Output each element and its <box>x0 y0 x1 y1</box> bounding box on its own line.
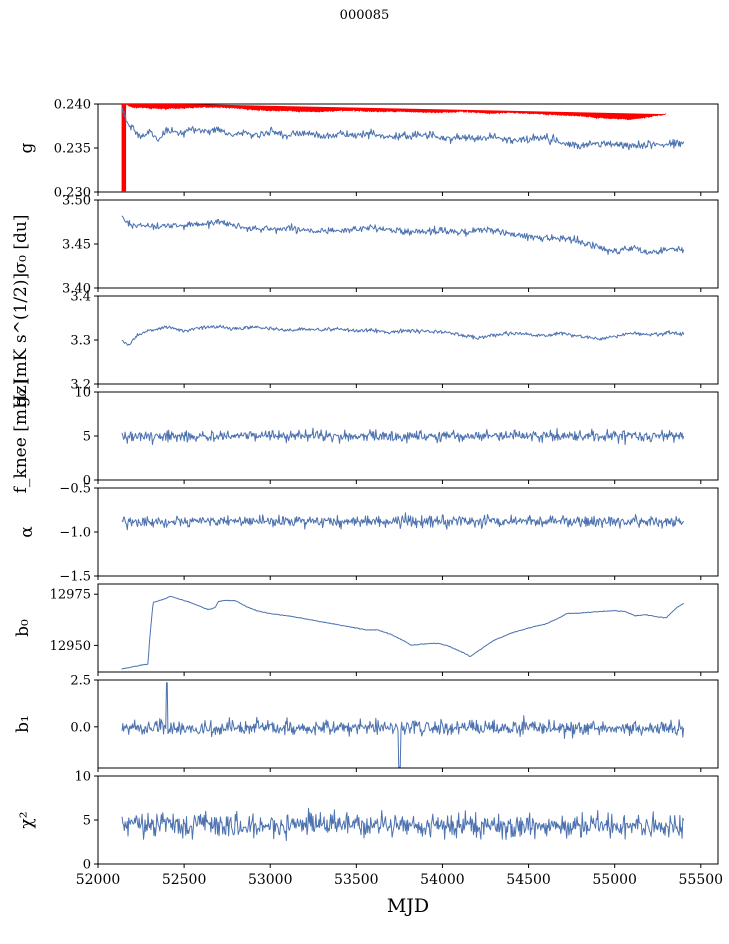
series-g-red-band <box>121 104 667 180</box>
series-sigma0 <box>121 215 685 255</box>
xtick-label: 53500 <box>334 872 379 888</box>
ytick-label: −0.5 <box>59 482 91 497</box>
panel-data <box>121 215 685 255</box>
panel-data <box>121 682 685 768</box>
ytick-label: 3.4 <box>70 290 91 305</box>
series-alpha <box>121 512 685 531</box>
ytick-label: 10 <box>74 386 91 401</box>
panel-σ₀ [du]: 3.40 3.45 3.50 σ₀ [du] <box>11 194 719 297</box>
xtick-label: 52500 <box>162 872 207 888</box>
series-g0 <box>121 324 685 346</box>
panel-f_knee [mHz]: 0 5 10 f_knee [mHz] <box>11 379 719 494</box>
y-axis-label: g <box>17 142 37 153</box>
ytick-label: −1.0 <box>59 526 91 541</box>
xtick-label: 54000 <box>420 872 465 888</box>
xtick-label: 54500 <box>506 872 551 888</box>
ytick-label: 0.230 <box>54 186 91 201</box>
ytick-label: 0.235 <box>54 142 91 157</box>
figure-title: 000085 <box>339 8 390 23</box>
ytick-label: 0.0 <box>70 720 91 735</box>
panel-frame <box>97 199 719 289</box>
panel-α: −1.5 −1.0 −0.5 α <box>17 482 719 585</box>
panel-data <box>121 595 685 670</box>
y-axis-label: f_knee [mHz] <box>11 379 31 494</box>
y-axis-label: g₀ [mK s^(1/2)] <box>11 273 31 407</box>
xtick-label: 53000 <box>248 872 293 888</box>
y-axis-label: σ₀ [du] <box>11 215 31 274</box>
y-axis-label: b₀ <box>13 619 33 637</box>
series-chi2 <box>121 807 685 842</box>
series-b0 <box>121 595 685 670</box>
panel-χ²: 0 5 10 52000 52500 53000 53500 54000 54500 55000 5… <box>17 770 723 889</box>
ytick-label: 0 <box>83 858 91 873</box>
panel-data <box>121 427 685 446</box>
panel-data <box>121 807 685 842</box>
panel-data <box>121 324 685 346</box>
ytick-label: 3.50 <box>62 194 91 209</box>
y-axis-label: χ² <box>17 811 37 828</box>
ytick-label: 10 <box>74 770 91 785</box>
panel-b₀: 12950 12975 b₀ <box>13 583 719 676</box>
ytick-label: −1.5 <box>59 570 91 585</box>
ytick-label: 5 <box>83 814 91 829</box>
panel-g: 0.230 0.235 0.240 g <box>17 98 719 201</box>
series-g-blue <box>121 107 685 151</box>
series-b1 <box>121 682 685 768</box>
panel-frame <box>97 679 719 769</box>
ytick-label: 3.45 <box>62 238 91 253</box>
ytick-label: 12975 <box>50 588 91 603</box>
ytick-label: 3.2 <box>70 378 91 393</box>
panel-frame <box>97 583 719 673</box>
ytick-label: 5 <box>83 430 91 445</box>
series-f_knee <box>121 427 685 446</box>
panel-b₁: 0.0 2.5 b₁ <box>13 674 719 772</box>
xtick-label: 52000 <box>76 872 121 888</box>
y-axis-label: b₁ <box>13 715 33 733</box>
y-axis-label: α <box>17 526 37 538</box>
ytick-label: 3.3 <box>70 334 91 349</box>
xtick-label: 55500 <box>679 872 724 888</box>
xtick-label: 55000 <box>592 872 637 888</box>
panel-g₀ [mK s^(1/2)]: 3.2 3.3 3.4 g₀ [mK s^(1/2)] <box>11 273 719 407</box>
ytick-label: 0.240 <box>54 98 91 113</box>
panel-data <box>121 104 685 192</box>
ytick-label: 2.5 <box>70 674 91 689</box>
panel-frame <box>97 487 719 577</box>
panel-frame <box>97 295 719 385</box>
ytick-label: 3.40 <box>62 282 91 297</box>
panel-data <box>121 512 685 531</box>
ytick-label: 0 <box>83 474 91 489</box>
ytick-label: 12950 <box>50 639 91 654</box>
x-axis-label: MJD <box>387 895 429 917</box>
